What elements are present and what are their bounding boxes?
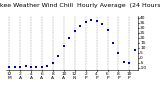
Point	[46, 65, 49, 66]
Point	[52, 62, 54, 63]
Point	[8, 66, 10, 67]
Point	[134, 49, 136, 50]
Point	[24, 65, 27, 66]
Point	[63, 45, 65, 46]
Point	[84, 21, 87, 22]
Point	[30, 66, 32, 67]
Point	[112, 42, 114, 43]
Point	[19, 66, 21, 67]
Text: Milwaukee Weather Wind Chill  Hourly Average  (24 Hours): Milwaukee Weather Wind Chill Hourly Aver…	[0, 3, 160, 8]
Point	[68, 37, 71, 38]
Point	[79, 25, 81, 26]
Point	[57, 55, 60, 56]
Point	[41, 66, 43, 67]
Point	[128, 62, 131, 63]
Point	[90, 19, 92, 20]
Point	[35, 66, 38, 67]
Point	[117, 52, 120, 53]
Point	[13, 66, 16, 67]
Point	[95, 20, 98, 21]
Point	[123, 61, 125, 62]
Point	[73, 30, 76, 31]
Point	[106, 29, 109, 30]
Point	[101, 23, 103, 24]
